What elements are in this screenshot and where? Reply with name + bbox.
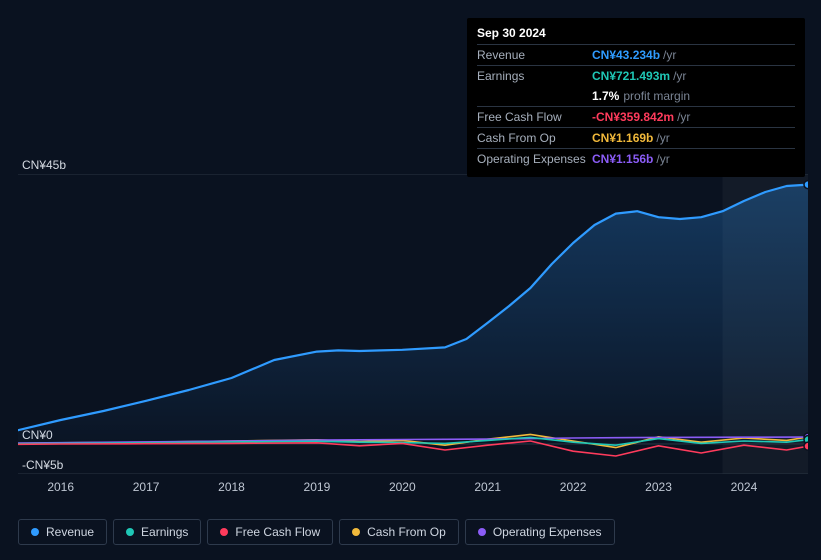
x-tick: 2017 bbox=[133, 480, 160, 494]
legend-dot bbox=[478, 528, 486, 536]
x-tick: 2019 bbox=[304, 480, 331, 494]
legend-btn-cfo[interactable]: Cash From Op bbox=[339, 519, 459, 545]
tooltip-value: CN¥1.169b bbox=[592, 131, 653, 145]
tooltip-value: -CN¥359.842m bbox=[592, 110, 674, 124]
tooltip-unit: /yr bbox=[663, 48, 676, 62]
legend-label: Operating Expenses bbox=[493, 525, 602, 539]
x-tick: 2022 bbox=[560, 480, 587, 494]
tooltip-margin-pct: 1.7% bbox=[592, 88, 619, 104]
tooltip-unit: /yr bbox=[656, 131, 669, 145]
tooltip-label: Earnings bbox=[477, 68, 592, 84]
tooltip-row-cfo: Cash From Op CN¥1.169b/yr bbox=[477, 127, 795, 148]
tooltip-row-revenue: Revenue CN¥43.234b/yr bbox=[477, 44, 795, 65]
legend-label: Cash From Op bbox=[367, 525, 446, 539]
x-tick: 2016 bbox=[47, 480, 74, 494]
financials-chart[interactable]: CN¥45b CN¥0 -CN¥5b 201620172018201920202… bbox=[18, 158, 808, 508]
tooltip-label: Cash From Op bbox=[477, 130, 592, 146]
tooltip-unit: /yr bbox=[656, 152, 669, 166]
legend-dot bbox=[352, 528, 360, 536]
x-tick: 2021 bbox=[474, 480, 501, 494]
tooltip-row-fcf: Free Cash Flow -CN¥359.842m/yr bbox=[477, 106, 795, 127]
legend-label: Earnings bbox=[141, 525, 188, 539]
tooltip-label: Revenue bbox=[477, 47, 592, 63]
legend-btn-revenue[interactable]: Revenue bbox=[18, 519, 107, 545]
tooltip-margin-label: profit margin bbox=[623, 88, 690, 104]
tooltip-row-earnings: Earnings CN¥721.493m/yr bbox=[477, 65, 795, 86]
tooltip-row-opex: Operating Expenses CN¥1.156b/yr bbox=[477, 148, 795, 169]
tooltip-label: Free Cash Flow bbox=[477, 109, 592, 125]
x-tick: 2024 bbox=[731, 480, 758, 494]
legend-label: Revenue bbox=[46, 525, 94, 539]
x-tick: 2020 bbox=[389, 480, 416, 494]
legend-dot bbox=[220, 528, 228, 536]
tooltip-label: Operating Expenses bbox=[477, 151, 592, 167]
legend-btn-earnings[interactable]: Earnings bbox=[113, 519, 201, 545]
legend-dot bbox=[31, 528, 39, 536]
legend-btn-opex[interactable]: Operating Expenses bbox=[465, 519, 615, 545]
legend-label: Free Cash Flow bbox=[235, 525, 320, 539]
legend-btn-fcf[interactable]: Free Cash Flow bbox=[207, 519, 333, 545]
x-tick: 2018 bbox=[218, 480, 245, 494]
chart-svg bbox=[18, 174, 808, 474]
tooltip-value: CN¥43.234b bbox=[592, 48, 660, 62]
x-tick: 2023 bbox=[645, 480, 672, 494]
chart-legend: Revenue Earnings Free Cash Flow Cash Fro… bbox=[18, 519, 615, 545]
tooltip-date: Sep 30 2024 bbox=[477, 26, 795, 44]
tooltip-row-margin: 1.7% profit margin bbox=[477, 86, 795, 106]
legend-dot bbox=[126, 528, 134, 536]
x-axis: 2016 2017 2018 2019 2020 2021 2022 2023 2024 bbox=[18, 480, 808, 500]
tooltip-unit: /yr bbox=[677, 110, 690, 124]
data-tooltip: Sep 30 2024 Revenue CN¥43.234b/yr Earnin… bbox=[467, 18, 805, 177]
tooltip-unit: /yr bbox=[673, 69, 686, 83]
y-tick-45b: CN¥45b bbox=[22, 158, 66, 172]
tooltip-value: CN¥1.156b bbox=[592, 152, 653, 166]
tooltip-value: CN¥721.493m bbox=[592, 69, 670, 83]
